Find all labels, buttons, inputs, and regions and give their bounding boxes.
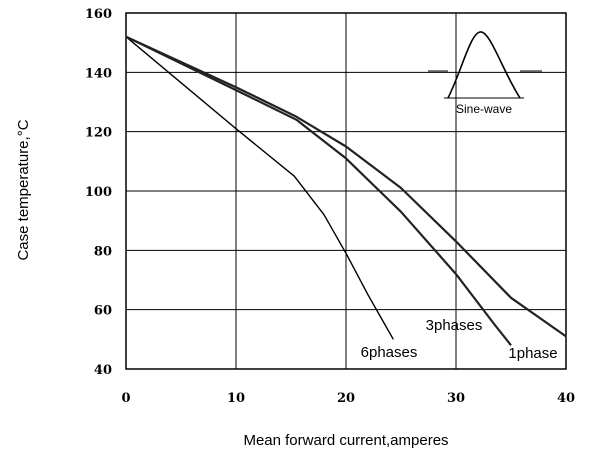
series-line-3phases xyxy=(125,35,512,346)
series-label-6phases: 6phases xyxy=(361,344,418,361)
inset-label: Sine-wave xyxy=(456,102,512,116)
series-lines xyxy=(125,35,567,346)
x-tick-label: 10 xyxy=(227,391,245,406)
y-tick-label: 80 xyxy=(94,244,112,259)
y-tick-label: 100 xyxy=(85,185,112,200)
x-tick-label: 0 xyxy=(121,391,130,406)
y-tick-label: 120 xyxy=(85,126,112,141)
plot-frame xyxy=(125,12,567,370)
series-label-3phases: 3phases xyxy=(426,317,483,334)
y-tick-label: 60 xyxy=(94,304,112,319)
x-tick-label: 30 xyxy=(447,391,465,406)
series-line-1phase xyxy=(125,35,567,338)
y-axis-title: Case temperature,°C xyxy=(15,119,32,260)
y-axis-ticks: 40 60 80 100 120 140 160 xyxy=(85,7,112,378)
y-tick-label: 140 xyxy=(85,66,112,81)
x-tick-label: 20 xyxy=(337,391,355,406)
sine-wave-inset: Sine-wave xyxy=(428,31,542,116)
series-labels: 6phases 3phases 1phase xyxy=(361,317,558,362)
x-axis-title: Mean forward current,amperes xyxy=(243,432,448,449)
x-axis-ticks: 0 10 20 30 40 xyxy=(121,391,575,406)
x-tick-label: 40 xyxy=(557,391,575,406)
y-tick-label: 40 xyxy=(94,363,112,378)
y-tick-label: 160 xyxy=(85,7,112,22)
sine-wave-icon xyxy=(447,31,521,99)
series-line-6phases xyxy=(125,36,394,340)
grid xyxy=(126,13,566,369)
series-label-1phase: 1phase xyxy=(508,345,557,362)
